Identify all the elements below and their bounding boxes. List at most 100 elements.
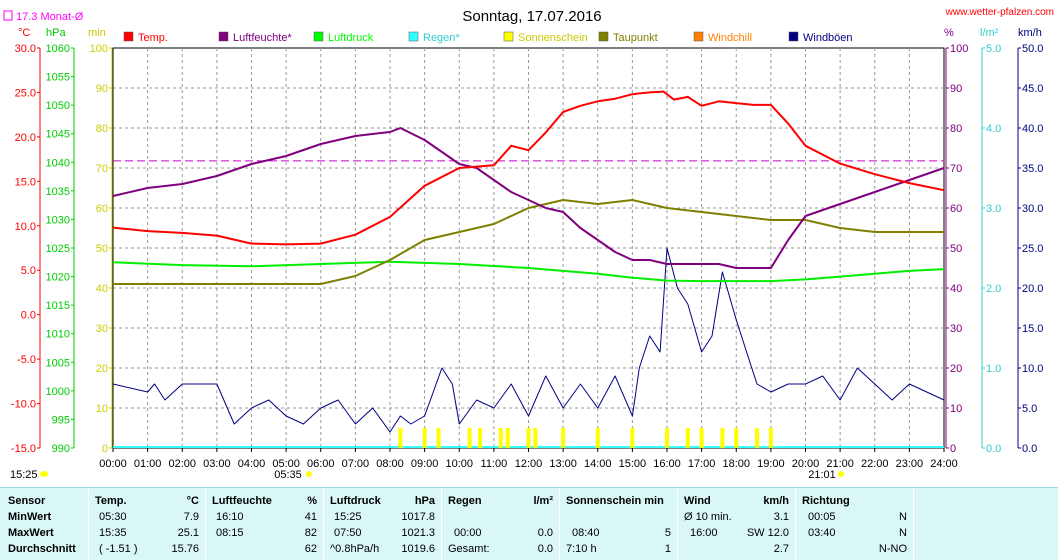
hdr-press-unit: hPa xyxy=(414,495,435,507)
sunshine-bar xyxy=(755,428,760,448)
temp-tick-label: 30.0 xyxy=(15,43,36,55)
pressure-tick-label: 1005 xyxy=(46,357,70,369)
pressure-tick-label: 1040 xyxy=(46,157,70,169)
stats-col-rain: Regen l/m² 00:00 0.0 Gesamt: 0.0 xyxy=(442,488,560,560)
pressure-tick-label: 1000 xyxy=(46,386,70,398)
sunrise-icon xyxy=(306,471,312,477)
sunshine-bar xyxy=(630,428,635,448)
legend-swatch xyxy=(503,31,514,42)
stats-col-hum: Luftfeuchte % 16:10 41 08:15 82 62 xyxy=(206,488,324,560)
press-min-time: 15:25 xyxy=(334,511,362,523)
x-tick-label: 09:00 xyxy=(411,458,439,470)
rain-tick-label: 2.0 xyxy=(986,283,1001,295)
legend-label: Windböen xyxy=(803,32,853,44)
sunshine-bar xyxy=(734,428,739,448)
press-min-val: 1017.8 xyxy=(401,511,435,523)
x-tick-label: 07:00 xyxy=(342,458,370,470)
pressure-tick-label: 1020 xyxy=(46,272,70,284)
minutes-tick-label: 90 xyxy=(96,83,108,95)
minutes-tick-label: 30 xyxy=(96,323,108,335)
temp-tick-label: 15.0 xyxy=(15,176,36,188)
x-tick-label: 05:00 xyxy=(272,458,300,470)
sunshine-bar xyxy=(422,428,427,448)
x-tick-label: 00:00 xyxy=(99,458,127,470)
hum-min-val: 41 xyxy=(304,511,317,523)
wind-max-val: SW 12.0 xyxy=(746,527,789,539)
x-tick-label: 08:00 xyxy=(376,458,404,470)
sun-max-val: 5 xyxy=(664,527,671,539)
pressure-tick-label: 1050 xyxy=(46,100,70,112)
rain-tick-label: 3.0 xyxy=(986,203,1001,215)
dewpoint-series xyxy=(113,199,944,285)
dir-min-time: 00:05 xyxy=(808,511,836,523)
x-tick-label: 19:00 xyxy=(757,458,785,470)
hdr-rain-unit: l/m² xyxy=(533,495,553,507)
dir-min-val: N xyxy=(899,511,907,523)
sunshine-bar xyxy=(768,428,773,448)
x-tick-label: 04:00 xyxy=(238,458,266,470)
pressure-tick-label: 1030 xyxy=(46,214,70,226)
pressure-tick-label: 1045 xyxy=(46,129,70,141)
wind-max-time: 16:00 xyxy=(690,527,718,539)
legend-swatch xyxy=(313,31,324,42)
humidity-tick-label: 10 xyxy=(950,403,962,415)
series xyxy=(112,90,945,448)
pressure-tick-label: 1060 xyxy=(46,43,70,55)
x-tick-label: 10:00 xyxy=(445,458,473,470)
humidity-tick-label: 30 xyxy=(950,323,962,335)
temp-tick-label: 10.0 xyxy=(15,221,36,233)
press-max-val: 1021.3 xyxy=(401,527,435,539)
sunshine-bar xyxy=(685,428,690,448)
pressure-tick-label: 1010 xyxy=(46,329,70,341)
temp-max-time: 15:35 xyxy=(99,527,127,539)
humidity-tick-label: 70 xyxy=(950,163,962,175)
month-avg-icon xyxy=(3,10,13,21)
sunshine-bar xyxy=(467,428,472,448)
wind-tick-label: 15.0 xyxy=(1022,323,1043,335)
minutes-tick-label: 60 xyxy=(96,203,108,215)
x-tick-label: 16:00 xyxy=(653,458,681,470)
row-avg-label: Durchschnitt xyxy=(8,543,76,555)
minutes-tick-label: 20 xyxy=(96,363,108,375)
legend-label: Temp. xyxy=(138,32,168,44)
temp-unit-label: °C xyxy=(18,27,30,39)
pressure-tick-label: 1035 xyxy=(46,186,70,198)
sun-total: 7:10 h xyxy=(566,543,597,555)
temp-tick-label: 0.0 xyxy=(21,310,36,322)
humidity-tick-label: 60 xyxy=(950,203,962,215)
sunset-label: 21:01 xyxy=(808,469,836,481)
sunshine-bar xyxy=(498,428,503,448)
legend-label: Luftfeuchte* xyxy=(233,32,292,44)
legend-label: Luftdruck xyxy=(328,32,374,44)
press-max-time: 07:50 xyxy=(334,527,362,539)
hdr-hum: Luftfeuchte xyxy=(212,495,272,507)
sunset-icon xyxy=(838,471,844,477)
sunshine-bar xyxy=(699,428,704,448)
hdr-wind: Wind xyxy=(684,495,711,507)
legend-swatch xyxy=(693,31,704,42)
minutes-tick-label: 50 xyxy=(96,243,108,255)
sunshine-bar xyxy=(720,428,725,448)
row-min-label: MinWert xyxy=(8,511,52,523)
sunshine-bar xyxy=(665,428,669,448)
sunshine-bar xyxy=(526,428,531,448)
x-tick-label: 14:00 xyxy=(584,458,612,470)
wind-avg10-val: 3.1 xyxy=(773,511,789,523)
temp-series xyxy=(112,90,945,246)
humidity-unit-label: % xyxy=(944,27,954,39)
rain-tick-label: 4.0 xyxy=(986,123,1001,135)
sun-icon xyxy=(40,471,48,477)
minutes-tick-label: 100 xyxy=(90,43,108,55)
temp-max-val: 25.1 xyxy=(177,527,199,539)
temp-avg-val: 15.76 xyxy=(171,543,199,555)
minutes-tick-label: 40 xyxy=(96,283,108,295)
wind-tick-label: 35.0 xyxy=(1022,163,1043,175)
hdr-dir: Richtung xyxy=(802,495,850,507)
site-link[interactable]: www.wetter-pfalzen.com xyxy=(945,7,1054,18)
legend: Temp. Luftfeuchte* Luftdruck Regen* Sonnensc… xyxy=(123,31,853,44)
pressure-series xyxy=(112,260,945,283)
rain-max-val: 0.0 xyxy=(537,527,553,539)
legend-label: Regen* xyxy=(423,32,460,44)
press-avg-val: 1019.6 xyxy=(401,543,435,555)
minutes-tick-label: 80 xyxy=(96,123,108,135)
